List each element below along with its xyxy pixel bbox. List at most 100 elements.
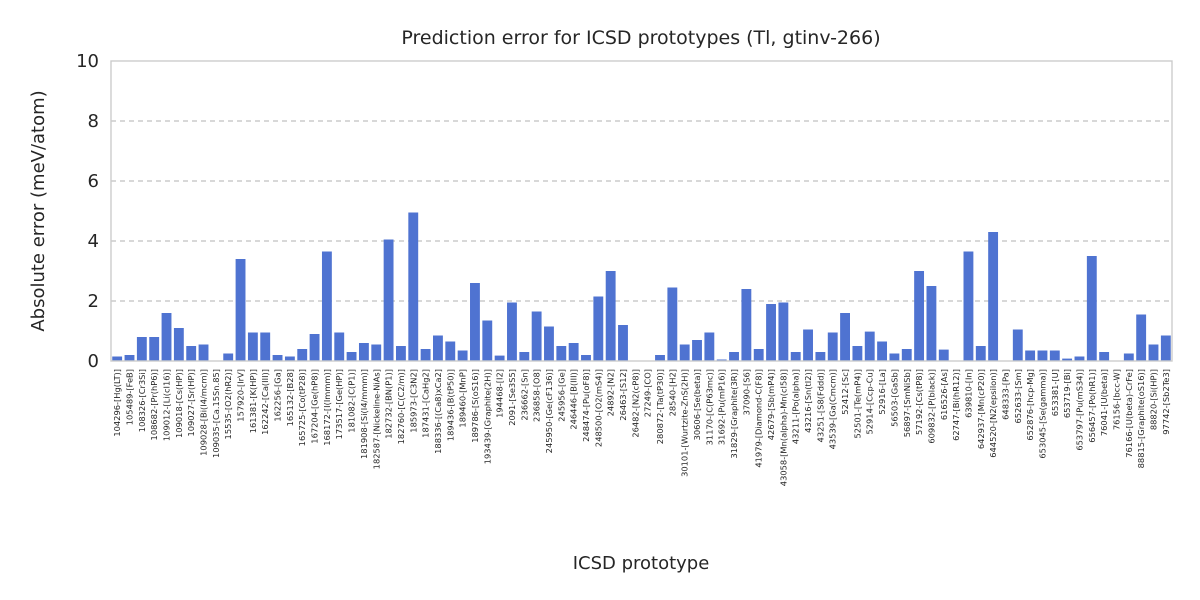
y-axis-label: Absolute error (meV/atom) bbox=[28, 90, 49, 331]
x-tick-label-80: 76041-[U(beta)] bbox=[1099, 369, 1109, 436]
bar-23 bbox=[395, 346, 406, 361]
bar-6 bbox=[186, 346, 197, 361]
x-tick-label-73: 652633-[Sm] bbox=[1013, 369, 1023, 424]
bar-26 bbox=[433, 335, 443, 361]
bars bbox=[112, 212, 1171, 361]
x-tick-label-62: 52916-[La] bbox=[877, 369, 887, 415]
x-tick-label-54: 43058-[Mn(alpha)-Mn(cI58)] bbox=[778, 369, 788, 486]
x-tick-label-84: 88820-[Si(HP)] bbox=[1148, 369, 1158, 430]
bar-31 bbox=[494, 355, 505, 361]
bar-24 bbox=[408, 212, 419, 361]
x-tick-label-9: 15535-[O2(hR2)] bbox=[223, 369, 233, 439]
x-tick-label-55: 43211-[Po(alpha)] bbox=[791, 369, 801, 444]
x-tick-label-32: 2091-[Se3S5] bbox=[507, 369, 517, 426]
bar-51 bbox=[741, 289, 752, 361]
x-tick-label-65: 57192-[Cs(tP8)] bbox=[914, 369, 924, 435]
x-tick-label-1: 105489-[FeB] bbox=[125, 369, 135, 425]
x-tick-label-59: 52412-[Sc] bbox=[840, 369, 850, 415]
x-tick-label-50: 31829-[Graphite(3R)] bbox=[729, 369, 739, 459]
bar-16 bbox=[309, 334, 320, 361]
bar-11 bbox=[247, 332, 258, 361]
bar-66 bbox=[926, 286, 937, 361]
x-tick-label-0: 104296-[Hg(LT)] bbox=[112, 369, 122, 437]
bar-14 bbox=[284, 356, 295, 361]
x-tick-label-28: 189460-[MnP] bbox=[458, 369, 468, 428]
bar-60 bbox=[852, 346, 863, 361]
x-tick-label-4: 109012-[Li(cI16)] bbox=[162, 369, 172, 441]
x-tick-label-44: 280872-[Ta(tP30)] bbox=[655, 369, 665, 444]
bar-71 bbox=[988, 232, 999, 361]
x-tick-label-16: 167204-[Ge(hP8)] bbox=[310, 369, 320, 444]
x-tick-label-75: 653045-[Se(gamma)] bbox=[1037, 369, 1047, 459]
bar-75 bbox=[1037, 350, 1048, 361]
x-tick-label-22: 182732-[BN(P1)] bbox=[384, 369, 394, 439]
bar-20 bbox=[358, 343, 369, 361]
x-tick-label-42: 26482-[N2(cP8)] bbox=[630, 369, 640, 438]
bar-18 bbox=[334, 332, 345, 361]
x-tick-label-40: 24892-[N2] bbox=[606, 369, 616, 416]
bar-9 bbox=[223, 353, 234, 361]
y-tick-label-3: 6 bbox=[88, 171, 99, 192]
x-tick-label-72: 648333-[Pa] bbox=[1000, 369, 1010, 420]
bar-58 bbox=[827, 332, 838, 361]
bar-55 bbox=[790, 352, 801, 361]
x-tick-label-3: 108682-[Pr(hP6)] bbox=[149, 369, 159, 440]
bar-2 bbox=[136, 337, 147, 361]
bar-76 bbox=[1049, 350, 1060, 361]
x-tick-label-18: 173517-[Ge(HP)] bbox=[334, 369, 344, 439]
bar-52 bbox=[753, 349, 764, 361]
x-tick-label-34: 236858-[O8] bbox=[532, 369, 542, 422]
x-tick-label-23: 182760-[C(C2/m)] bbox=[396, 369, 406, 444]
x-tick-label-78: 653797-[Pu(mS34)] bbox=[1074, 369, 1084, 451]
bar-3 bbox=[149, 337, 160, 361]
x-tick-label-46: 30101-[Wurtzite-ZnS(2H)] bbox=[680, 369, 690, 477]
bar-69 bbox=[963, 251, 974, 361]
x-tick-label-6: 109027-[Sr(HP)] bbox=[186, 369, 196, 437]
x-tick-label-69: 639810-[In] bbox=[963, 369, 973, 418]
x-tick-label-21: 182587-[Nickeline-NiAs] bbox=[371, 369, 381, 469]
x-tick-label-35: 245950-[Ge(cF136)] bbox=[544, 369, 554, 453]
y-tick-label-5: 10 bbox=[76, 51, 99, 72]
bar-0 bbox=[112, 356, 123, 361]
x-tick-label-10: 157920-[IrV] bbox=[236, 369, 246, 422]
x-tick-label-82: 76166-[U(beta)-CrFe] bbox=[1124, 369, 1134, 458]
bar-17 bbox=[321, 251, 332, 361]
x-tick-label-38: 248474-[Pu(oF8)] bbox=[581, 369, 591, 442]
x-tick-label-85: 97742-[Sb2Te3] bbox=[1161, 369, 1171, 435]
bar-65 bbox=[914, 271, 925, 361]
bar-22 bbox=[383, 239, 394, 361]
bar-33 bbox=[519, 352, 530, 361]
x-tick-label-30: 193439-[Graphite(2H)] bbox=[482, 369, 492, 464]
bar-37 bbox=[568, 343, 579, 361]
bar-15 bbox=[297, 349, 308, 361]
x-tick-label-5: 109018-[Cs(HP)] bbox=[174, 369, 184, 438]
chart-title: Prediction error for ICSD prototypes (Tl… bbox=[401, 27, 880, 49]
x-tick-label-83: 88815-[Graphite(oS16)] bbox=[1136, 369, 1146, 468]
bar-49 bbox=[716, 359, 727, 361]
x-tick-label-37: 246446-[B(III)] bbox=[569, 369, 579, 430]
bar-27 bbox=[445, 341, 456, 361]
bar-64 bbox=[901, 349, 912, 361]
x-tick-label-77: 653719-[Bi] bbox=[1062, 369, 1072, 418]
plot-frame bbox=[110, 60, 1173, 362]
y-tick-labels: 0 2 4 6 8 10 bbox=[76, 51, 99, 372]
x-tick-label-15: 165725-[Co(tP28)] bbox=[297, 369, 307, 446]
bar-41 bbox=[618, 325, 628, 361]
x-tick-labels: 104296-[Hg(LT)] 105489-[FeB] 108326-[Cr3Si… bbox=[112, 369, 1171, 486]
x-tick-label-29: 189786-[S(oS16)] bbox=[470, 369, 480, 443]
y-tick-label-2: 4 bbox=[88, 231, 99, 252]
x-tick-label-33: 236662-[Sn] bbox=[519, 369, 529, 421]
bar-47 bbox=[692, 340, 702, 361]
x-tick-label-61: 52914-[Ccp-Cu] bbox=[865, 369, 875, 435]
bar-38 bbox=[581, 355, 591, 361]
x-tick-label-24: 185973-[C3N2] bbox=[408, 369, 418, 433]
bar-84 bbox=[1148, 344, 1159, 361]
bar-77 bbox=[1062, 358, 1073, 361]
bar-13 bbox=[272, 355, 283, 361]
x-tick-label-66: 609832-[P(black)] bbox=[926, 369, 936, 444]
bar-85 bbox=[1160, 335, 1171, 361]
bar-12 bbox=[260, 332, 271, 361]
bar-56 bbox=[803, 329, 813, 361]
bar-78 bbox=[1074, 356, 1085, 361]
